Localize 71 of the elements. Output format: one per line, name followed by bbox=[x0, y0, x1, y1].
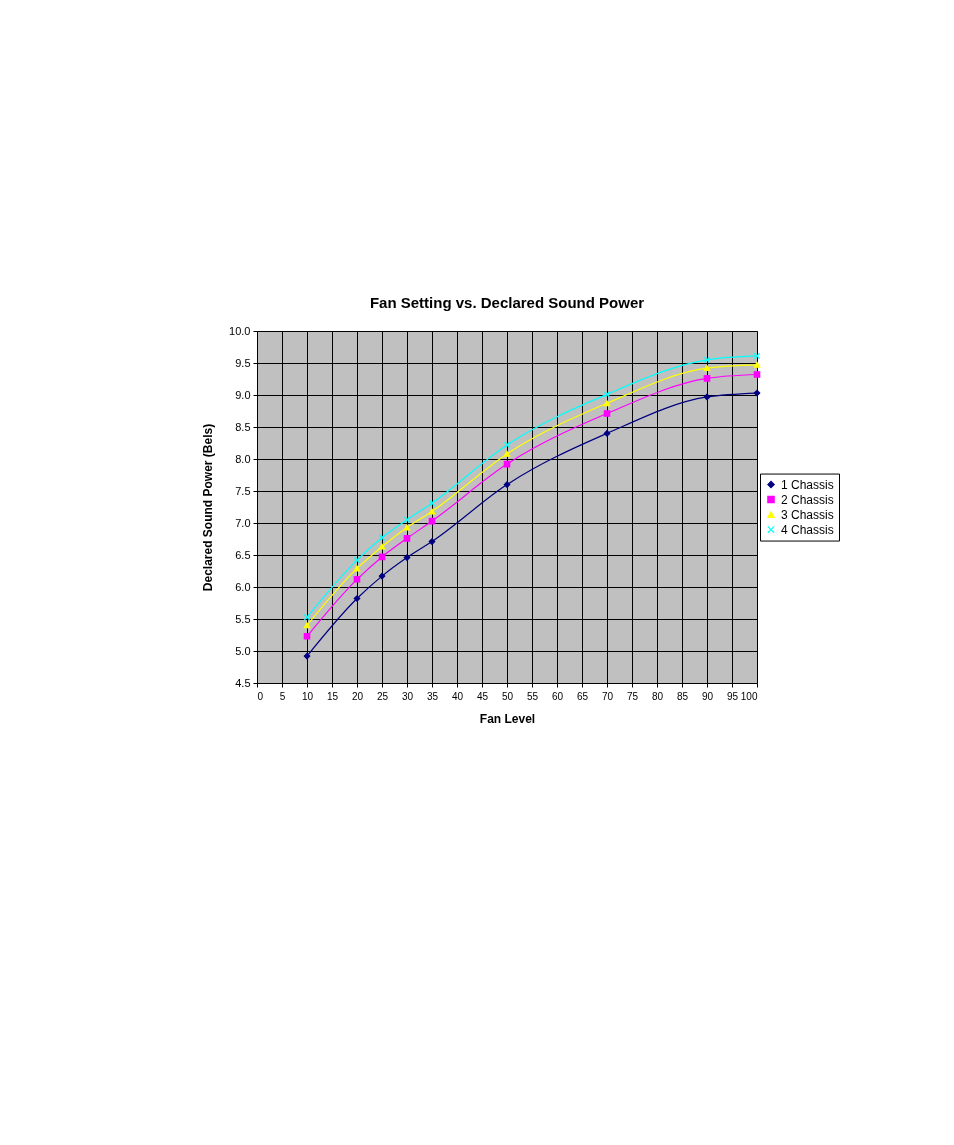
point bbox=[603, 430, 611, 437]
x-tick-label: 10 bbox=[301, 690, 314, 702]
legend-label: 2 Chassis bbox=[781, 492, 834, 507]
point bbox=[603, 410, 611, 417]
point bbox=[753, 361, 761, 368]
chart-title: Fan Setting vs. Declared Sound Power bbox=[369, 294, 645, 311]
x-tick-label: 45 bbox=[476, 690, 489, 702]
point bbox=[753, 389, 761, 397]
point bbox=[403, 516, 411, 524]
point bbox=[703, 365, 711, 372]
point bbox=[753, 371, 761, 378]
point bbox=[703, 393, 711, 401]
point bbox=[703, 375, 711, 382]
point bbox=[378, 572, 386, 580]
point bbox=[353, 576, 361, 583]
x-tick-label: 85 bbox=[676, 690, 689, 702]
point bbox=[603, 391, 611, 398]
x-tick-label: 40 bbox=[451, 690, 464, 702]
point bbox=[503, 481, 511, 488]
point bbox=[378, 543, 386, 550]
y-tick-label: 8.5 bbox=[235, 420, 251, 433]
legend-label: 1 Chassis bbox=[781, 477, 834, 492]
point bbox=[503, 441, 511, 449]
point bbox=[303, 622, 311, 629]
x-tick-label: 90 bbox=[701, 690, 714, 702]
point bbox=[428, 538, 436, 545]
y-tick-label: 9.5 bbox=[235, 356, 251, 369]
point bbox=[353, 556, 361, 564]
x-axis-title: Fan Level bbox=[479, 711, 536, 726]
x-tick-label: 30 bbox=[401, 690, 414, 702]
x-tick-label: 100 bbox=[740, 690, 758, 702]
x-tick-label: 60 bbox=[551, 690, 564, 702]
point bbox=[503, 450, 511, 457]
y-tick-label: 6.5 bbox=[235, 548, 251, 561]
point bbox=[303, 652, 311, 660]
x-tick-label: 0 bbox=[257, 690, 264, 702]
x-tick-label: 55 bbox=[526, 690, 539, 702]
point bbox=[428, 508, 436, 515]
point bbox=[703, 356, 711, 364]
y-tick-label: 4.5 bbox=[235, 676, 251, 689]
point bbox=[403, 524, 411, 531]
x-tick-label: 75 bbox=[626, 690, 639, 702]
x-tick-label: 95 bbox=[726, 690, 739, 702]
point bbox=[353, 565, 361, 572]
y-axis-title: Declared Sound Power (Bels) bbox=[201, 423, 216, 592]
y-tick-label: 8.0 bbox=[235, 452, 251, 465]
point bbox=[403, 554, 411, 561]
point bbox=[603, 400, 611, 407]
legend-label: 3 Chassis bbox=[781, 507, 834, 522]
x-tick-label: 80 bbox=[651, 690, 664, 702]
y-tick-label: 5.0 bbox=[235, 644, 251, 657]
y-tick-label: 7.5 bbox=[235, 484, 251, 497]
x-tick-label: 35 bbox=[426, 690, 439, 702]
y-tick-label: 5.5 bbox=[235, 612, 251, 625]
legend-label: 4 Chassis bbox=[781, 522, 834, 537]
y-tick-label: 10.0 bbox=[229, 324, 251, 337]
x-tick-label: 20 bbox=[351, 690, 364, 702]
point bbox=[428, 499, 436, 507]
point bbox=[303, 632, 311, 640]
x-tick-label: 5 bbox=[279, 690, 286, 702]
x-tick-label: 15 bbox=[326, 690, 339, 702]
x-tick-label: 25 bbox=[376, 690, 389, 702]
y-tick-label: 7.0 bbox=[235, 516, 251, 529]
y-tick-label: 9.0 bbox=[235, 388, 251, 401]
point bbox=[353, 595, 361, 602]
point bbox=[403, 535, 411, 542]
x-tick-label: 50 bbox=[501, 690, 514, 702]
x-tick-label: 65 bbox=[576, 690, 589, 702]
y-tick-label: 6.0 bbox=[235, 580, 251, 593]
x-tick-label: 70 bbox=[601, 690, 614, 702]
point bbox=[378, 534, 386, 542]
